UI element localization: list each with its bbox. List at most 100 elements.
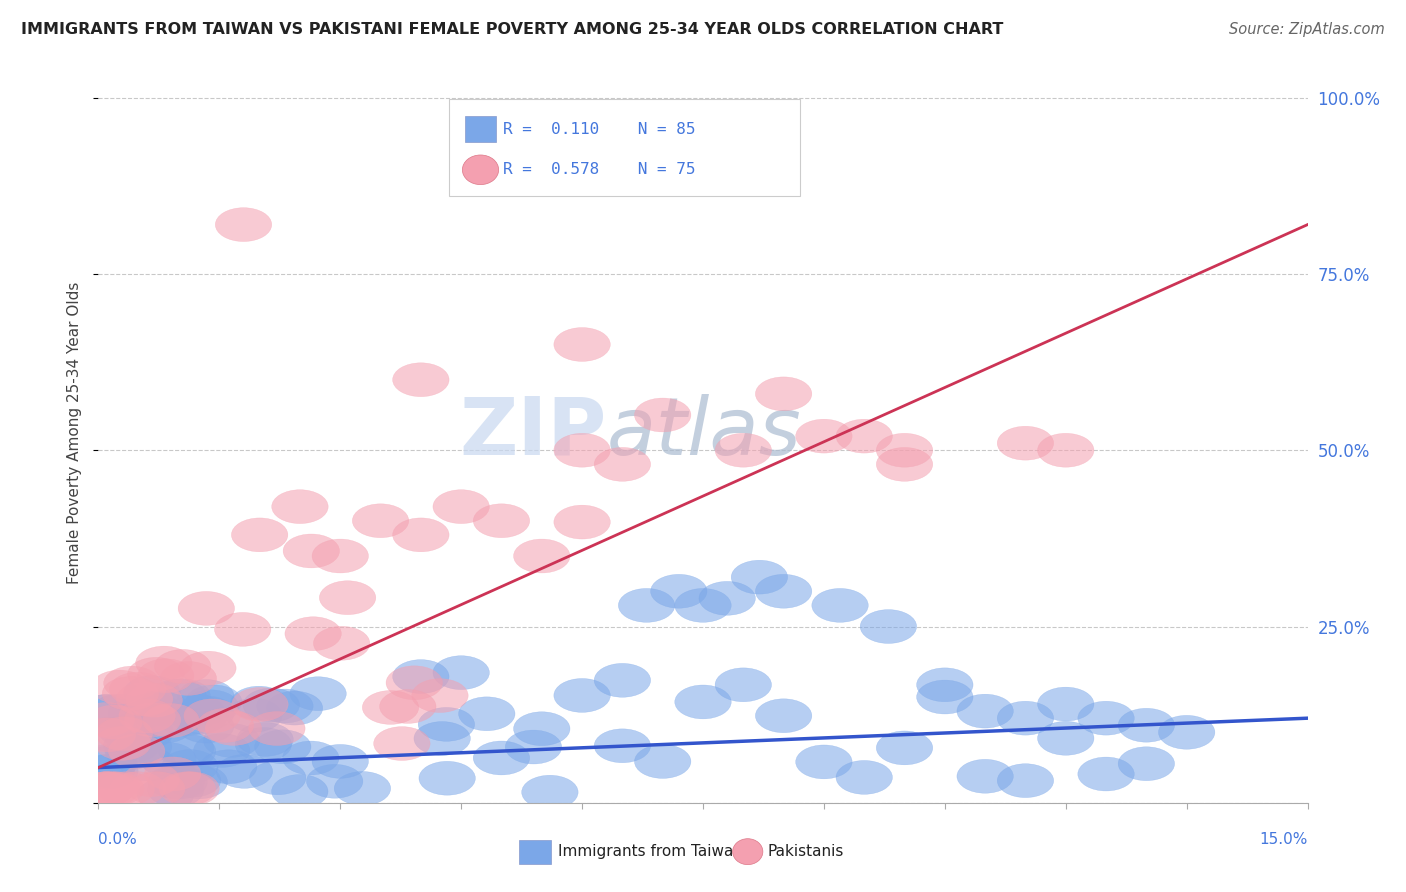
Ellipse shape: [148, 764, 204, 798]
Ellipse shape: [353, 504, 409, 538]
Ellipse shape: [335, 772, 391, 805]
Ellipse shape: [104, 729, 160, 763]
Ellipse shape: [136, 709, 193, 743]
Ellipse shape: [165, 764, 221, 797]
Ellipse shape: [312, 539, 368, 573]
Ellipse shape: [170, 700, 228, 734]
Ellipse shape: [117, 715, 173, 749]
Ellipse shape: [201, 750, 257, 784]
Text: 0.0%: 0.0%: [98, 832, 138, 847]
Ellipse shape: [917, 668, 973, 702]
Ellipse shape: [1078, 757, 1135, 791]
Ellipse shape: [235, 728, 291, 761]
Ellipse shape: [150, 765, 207, 799]
Ellipse shape: [143, 704, 200, 738]
Ellipse shape: [80, 745, 136, 779]
Ellipse shape: [110, 772, 166, 805]
Ellipse shape: [148, 773, 204, 806]
Ellipse shape: [108, 734, 165, 768]
Ellipse shape: [162, 749, 218, 783]
Ellipse shape: [412, 679, 468, 713]
Ellipse shape: [135, 646, 193, 680]
Ellipse shape: [84, 772, 141, 805]
Ellipse shape: [163, 772, 219, 805]
Ellipse shape: [307, 764, 363, 798]
Ellipse shape: [157, 702, 214, 736]
Ellipse shape: [1159, 715, 1215, 749]
Ellipse shape: [128, 657, 184, 691]
Ellipse shape: [79, 718, 135, 752]
Ellipse shape: [194, 733, 250, 767]
FancyBboxPatch shape: [465, 117, 496, 142]
Ellipse shape: [179, 696, 235, 730]
Ellipse shape: [957, 694, 1014, 728]
Ellipse shape: [266, 691, 323, 725]
Ellipse shape: [731, 560, 787, 594]
Ellipse shape: [433, 490, 489, 524]
Ellipse shape: [254, 730, 311, 764]
Ellipse shape: [474, 741, 530, 775]
Y-axis label: Female Poverty Among 25-34 Year Olds: Female Poverty Among 25-34 Year Olds: [67, 282, 83, 583]
Ellipse shape: [127, 683, 183, 717]
Ellipse shape: [96, 717, 152, 751]
Ellipse shape: [86, 706, 142, 739]
Ellipse shape: [183, 690, 239, 723]
Ellipse shape: [917, 680, 973, 714]
Ellipse shape: [283, 741, 339, 775]
Ellipse shape: [418, 707, 475, 741]
Ellipse shape: [84, 718, 141, 752]
Ellipse shape: [105, 735, 162, 769]
Text: Source: ZipAtlas.com: Source: ZipAtlas.com: [1229, 22, 1385, 37]
Ellipse shape: [1118, 708, 1174, 742]
Text: 15.0%: 15.0%: [1260, 832, 1308, 847]
Text: R =  0.578    N = 75: R = 0.578 N = 75: [503, 162, 696, 178]
Ellipse shape: [271, 490, 328, 524]
Ellipse shape: [675, 589, 731, 623]
Ellipse shape: [98, 772, 155, 805]
Ellipse shape: [312, 745, 368, 779]
Ellipse shape: [837, 761, 893, 794]
Text: Immigrants from Taiwan: Immigrants from Taiwan: [558, 844, 742, 859]
Ellipse shape: [290, 677, 346, 711]
Ellipse shape: [225, 698, 283, 732]
Ellipse shape: [91, 694, 148, 728]
Ellipse shape: [522, 775, 578, 809]
Ellipse shape: [159, 772, 215, 805]
Ellipse shape: [179, 591, 235, 625]
Ellipse shape: [997, 426, 1053, 460]
Ellipse shape: [79, 756, 135, 789]
Ellipse shape: [110, 673, 166, 706]
Ellipse shape: [505, 731, 561, 764]
Text: atlas: atlas: [606, 393, 801, 472]
Ellipse shape: [124, 763, 180, 797]
Ellipse shape: [249, 712, 305, 746]
Text: IMMIGRANTS FROM TAIWAN VS PAKISTANI FEMALE POVERTY AMONG 25-34 YEAR OLDS CORRELA: IMMIGRANTS FROM TAIWAN VS PAKISTANI FEMA…: [21, 22, 1004, 37]
FancyBboxPatch shape: [519, 840, 551, 863]
Text: Pakistanis: Pakistanis: [768, 844, 844, 859]
Ellipse shape: [150, 679, 207, 713]
Ellipse shape: [79, 772, 135, 805]
Ellipse shape: [205, 712, 262, 746]
Ellipse shape: [153, 679, 211, 713]
Ellipse shape: [124, 703, 181, 737]
Ellipse shape: [392, 363, 449, 397]
Ellipse shape: [755, 377, 811, 410]
Ellipse shape: [716, 668, 772, 702]
Ellipse shape: [314, 626, 370, 660]
Ellipse shape: [249, 761, 307, 795]
Ellipse shape: [876, 448, 932, 482]
Ellipse shape: [716, 434, 772, 467]
Ellipse shape: [419, 762, 475, 795]
Ellipse shape: [232, 518, 288, 552]
Ellipse shape: [177, 680, 235, 714]
Ellipse shape: [138, 703, 194, 737]
Ellipse shape: [204, 723, 260, 757]
Ellipse shape: [155, 649, 211, 683]
Ellipse shape: [380, 690, 436, 723]
Ellipse shape: [675, 685, 731, 719]
Ellipse shape: [755, 698, 811, 732]
Ellipse shape: [94, 726, 150, 760]
Ellipse shape: [474, 504, 530, 538]
Ellipse shape: [215, 613, 271, 647]
Ellipse shape: [595, 664, 651, 698]
